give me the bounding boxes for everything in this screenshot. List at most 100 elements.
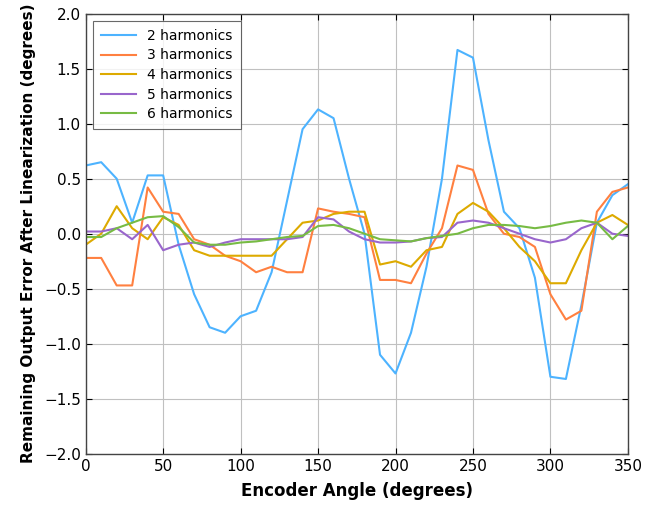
4 harmonics (500, 225, 508, 232)
5 harmonics (268, 236, 276, 242)
6 harmonics (314, 223, 322, 229)
5 harmonics (484, 220, 492, 226)
5 harmonics (128, 236, 136, 242)
2 harmonics (562, 376, 570, 382)
2 harmonics (454, 47, 462, 53)
5 harmonics (190, 239, 198, 246)
2 harmonics (252, 308, 260, 314)
3 harmonics (330, 209, 337, 215)
2 harmonics (515, 225, 523, 232)
Line: 3 harmonics: 3 harmonics (86, 165, 628, 320)
5 harmonics (547, 239, 554, 246)
5 harmonics (500, 225, 508, 232)
3 harmonics (531, 244, 539, 250)
4 harmonics (237, 253, 244, 259)
X-axis label: Encoder Angle (degrees): Encoder Angle (degrees) (240, 482, 473, 500)
6 harmonics (159, 213, 167, 219)
5 harmonics (361, 236, 369, 242)
3 harmonics (407, 280, 415, 286)
6 harmonics (268, 236, 276, 242)
5 harmonics (345, 228, 353, 235)
4 harmonics (128, 225, 136, 232)
4 harmonics (376, 262, 384, 268)
3 harmonics (577, 308, 585, 314)
6 harmonics (531, 225, 539, 232)
2 harmonics (283, 197, 291, 204)
4 harmonics (391, 258, 399, 264)
5 harmonics (422, 235, 430, 241)
6 harmonics (454, 231, 462, 237)
4 harmonics (298, 220, 306, 226)
2 harmonics (159, 172, 167, 179)
6 harmonics (82, 234, 90, 240)
3 harmonics (454, 162, 462, 168)
4 harmonics (98, 231, 105, 237)
6 harmonics (283, 234, 291, 240)
5 harmonics (159, 247, 167, 253)
2 harmonics (330, 115, 337, 121)
6 harmonics (252, 238, 260, 244)
3 harmonics (484, 211, 492, 217)
2 harmonics (531, 275, 539, 281)
6 harmonics (469, 225, 477, 232)
5 harmonics (593, 220, 601, 226)
5 harmonics (221, 239, 229, 246)
4 harmonics (438, 244, 446, 250)
6 harmonics (113, 225, 121, 232)
2 harmonics (484, 137, 492, 143)
6 harmonics (144, 214, 151, 220)
3 harmonics (159, 209, 167, 215)
3 harmonics (562, 316, 570, 323)
5 harmonics (298, 234, 306, 240)
6 harmonics (190, 239, 198, 246)
5 harmonics (438, 234, 446, 240)
5 harmonics (175, 241, 183, 248)
5 harmonics (608, 231, 616, 237)
2 harmonics (438, 176, 446, 182)
6 harmonics (330, 222, 337, 228)
3 harmonics (376, 277, 384, 283)
2 harmonics (190, 291, 198, 297)
4 harmonics (562, 280, 570, 286)
6 harmonics (547, 223, 554, 229)
3 harmonics (128, 282, 136, 289)
3 harmonics (252, 269, 260, 276)
4 harmonics (624, 222, 632, 228)
3 harmonics (190, 236, 198, 242)
4 harmonics (206, 253, 214, 259)
5 harmonics (237, 236, 244, 242)
5 harmonics (515, 231, 523, 237)
3 harmonics (206, 241, 214, 248)
4 harmonics (314, 218, 322, 224)
5 harmonics (407, 238, 415, 244)
5 harmonics (454, 220, 462, 226)
Legend: 2 harmonics, 3 harmonics, 4 harmonics, 5 harmonics, 6 harmonics: 2 harmonics, 3 harmonics, 4 harmonics, 5… (93, 21, 240, 130)
3 harmonics (391, 277, 399, 283)
6 harmonics (500, 222, 508, 228)
2 harmonics (469, 54, 477, 61)
4 harmonics (454, 211, 462, 217)
2 harmonics (345, 176, 353, 182)
5 harmonics (577, 225, 585, 232)
3 harmonics (268, 264, 276, 270)
3 harmonics (144, 184, 151, 191)
5 harmonics (469, 218, 477, 224)
6 harmonics (438, 233, 446, 239)
2 harmonics (407, 329, 415, 336)
3 harmonics (82, 255, 90, 261)
6 harmonics (562, 220, 570, 226)
6 harmonics (206, 241, 214, 248)
Line: 2 harmonics: 2 harmonics (86, 50, 628, 379)
2 harmonics (577, 302, 585, 308)
5 harmonics (82, 228, 90, 235)
2 harmonics (361, 231, 369, 237)
5 harmonics (562, 236, 570, 242)
2 harmonics (500, 209, 508, 215)
6 harmonics (608, 236, 616, 242)
3 harmonics (314, 205, 322, 211)
3 harmonics (283, 269, 291, 276)
4 harmonics (469, 200, 477, 206)
5 harmonics (144, 222, 151, 228)
5 harmonics (330, 217, 337, 223)
6 harmonics (237, 239, 244, 246)
